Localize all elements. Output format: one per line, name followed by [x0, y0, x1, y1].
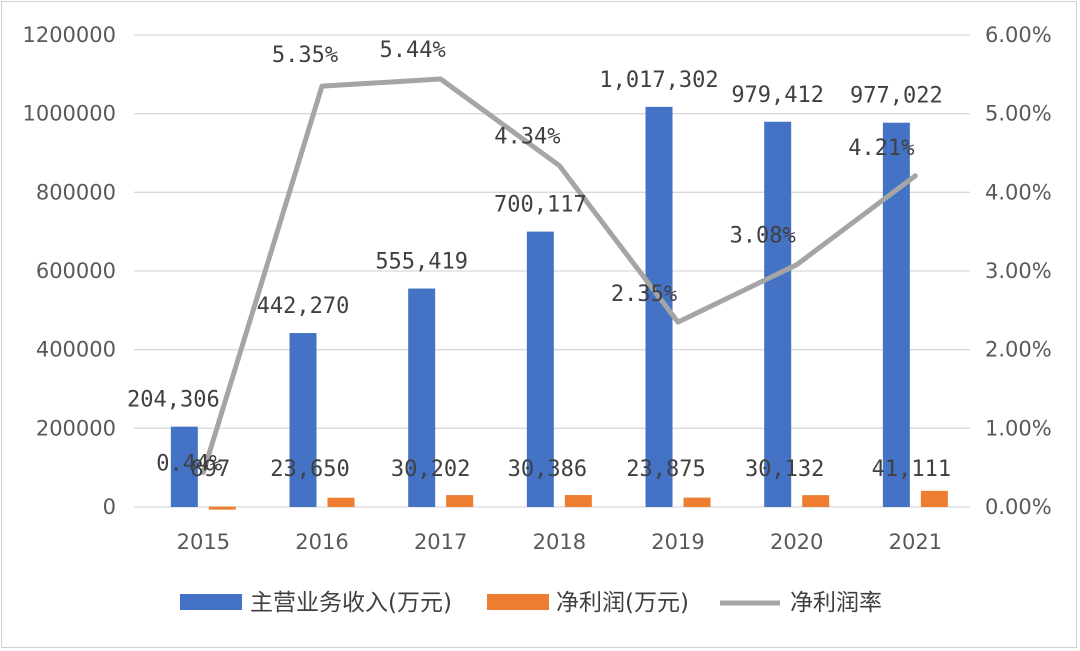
gridlines — [134, 34, 970, 508]
revenue-bar — [289, 333, 317, 507]
legend-swatch-revenue — [180, 594, 242, 610]
revenue-data-label: 977,022 — [850, 84, 943, 109]
revenue-data-label: 979,412 — [731, 83, 824, 108]
net-profit-data-label: 30,202 — [391, 457, 470, 482]
net-profit-bar — [564, 495, 592, 507]
legend-label-net-profit: 净利润(万元) — [556, 590, 689, 616]
revenue-data-label: 442,270 — [257, 294, 350, 319]
y-left-tick-label: 1000000 — [22, 102, 116, 126]
y-right-tick-label: 2.00% — [985, 338, 1052, 362]
net-profit-bars — [208, 490, 948, 510]
revenue-data-label: 555,419 — [375, 250, 468, 275]
revenue-bar — [526, 231, 554, 507]
y-right-tick-label: 3.00% — [985, 259, 1052, 283]
margin-data-label: 0.44% — [156, 451, 222, 476]
net-profit-data-label: 30,132 — [745, 457, 824, 482]
x-tick-label: 2019 — [651, 530, 704, 554]
revenue-bar — [882, 122, 910, 507]
net-profit-data-label: 30,386 — [508, 457, 587, 482]
net-profit-data-label: 23,875 — [626, 457, 705, 482]
net-profit-bar — [446, 495, 474, 507]
legend-label-revenue: 主营业务收入(万元) — [250, 590, 452, 616]
legend-label-margin: 净利润率 — [790, 590, 882, 616]
revenue-data-label: 1,017,302 — [599, 68, 718, 93]
x-tick-label: 2020 — [770, 530, 823, 554]
y-left-tick-label: 600000 — [36, 259, 116, 283]
x-tick-label: 2016 — [295, 530, 348, 554]
revenue-data-label: 700,117 — [494, 193, 587, 218]
data-labels: 204,306 442,270 555,419 700,117 1,017,302 979… — [127, 38, 951, 482]
net-profit-bar — [208, 506, 236, 510]
y-left-tick-label: 400000 — [36, 338, 116, 362]
y-left-tick-label: 200000 — [36, 416, 116, 440]
y-right-tick-label: 1.00% — [985, 416, 1052, 440]
y-right-tick-label: 5.00% — [985, 102, 1052, 126]
net-profit-data-label: 23,650 — [270, 457, 349, 482]
revenue-bars — [170, 106, 910, 508]
margin-data-label: 4.34% — [494, 125, 560, 150]
revenue-data-label: 204,306 — [127, 388, 220, 413]
x-tick-label: 2015 — [177, 530, 230, 554]
revenue-bar — [408, 288, 436, 507]
net-profit-data-label: 41,111 — [872, 457, 951, 482]
y-left-tick-label: 1200000 — [22, 23, 116, 47]
margin-line — [200, 76, 918, 475]
margin-data-label: 5.35% — [272, 43, 338, 68]
net-profit-data-label: 897 — [190, 457, 230, 482]
x-tick-label: 2021 — [889, 530, 942, 554]
net-profit-bar — [802, 495, 830, 507]
net-profit-bar — [683, 497, 711, 507]
revenue-bar — [170, 426, 198, 507]
x-tick-label: 2017 — [414, 530, 467, 554]
net-profit-bar — [920, 490, 948, 507]
margin-data-label: 3.08% — [730, 224, 796, 249]
margin-data-label: 4.21% — [848, 136, 914, 161]
margin-line-path — [200, 76, 918, 475]
y-left-tick-label: 800000 — [36, 180, 116, 204]
margin-data-label: 2.35% — [611, 282, 677, 307]
margin-data-label: 5.44% — [380, 38, 446, 63]
y-right-tick-label: 0.00% — [985, 495, 1052, 519]
revenue-bar — [764, 121, 792, 507]
x-tick-label: 2018 — [533, 530, 586, 554]
y-left-tick-label: 0 — [103, 495, 116, 519]
y-right-tick-label: 6.00% — [985, 23, 1052, 47]
legend: 主营业务收入(万元) 净利润(万元) 净利润率 — [180, 590, 882, 616]
y-right-tick-label: 4.00% — [985, 180, 1052, 204]
net-profit-bar — [327, 497, 355, 507]
axis-ticks: 0 0.00% 200000 1.00% 400000 2.00% 600000 3.00% 8… — [22, 23, 1051, 554]
legend-swatch-net-profit — [487, 594, 549, 610]
